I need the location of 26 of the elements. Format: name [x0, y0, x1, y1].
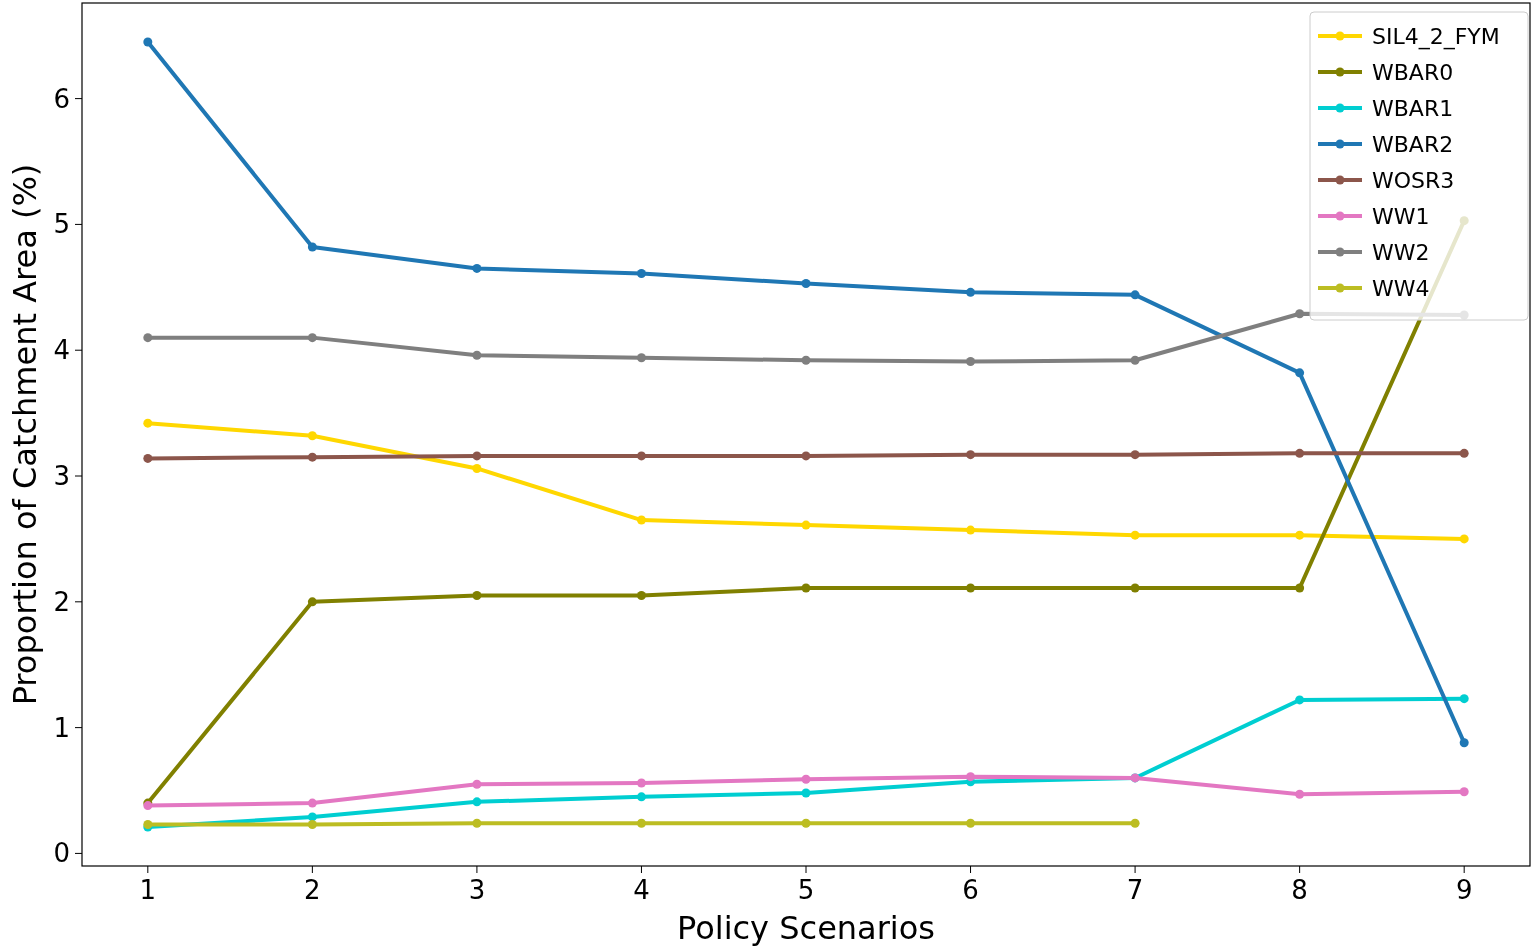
y-tick-label: 0 [53, 838, 70, 869]
x-tick-label: 8 [1291, 875, 1308, 905]
legend-label: WW2 [1372, 240, 1430, 265]
x-tick-label: 5 [797, 875, 815, 905]
x-tick-label: 1 [139, 875, 157, 905]
y-tick-label: 3 [53, 461, 70, 492]
legend-label: WOSR3 [1372, 168, 1455, 193]
x-tick-label: 7 [1126, 875, 1144, 905]
x-tick-label: 2 [304, 875, 321, 905]
legend-label: SIL4_2_FYM [1372, 24, 1500, 50]
legend-label: WBAR2 [1372, 132, 1454, 157]
x-tick-label: 3 [468, 875, 486, 905]
y-tick-label: 6 [53, 83, 70, 114]
legend-label: WBAR0 [1372, 60, 1454, 85]
y-tick-label: 2 [53, 586, 70, 617]
x-tick-label: 9 [1455, 875, 1473, 905]
legend-label: WBAR1 [1372, 96, 1454, 121]
y-tick-label: 5 [53, 209, 70, 240]
legend-label: WW1 [1372, 204, 1430, 229]
y-tick-label: 4 [53, 335, 70, 366]
x-tick-label: 6 [962, 875, 979, 905]
x-axis-title: Policy Scenarios [677, 909, 935, 947]
y-axis-title: Proportion of Catchment Area (%) [6, 163, 44, 706]
x-tick-label: 4 [633, 875, 650, 905]
y-tick-label: 1 [53, 712, 70, 743]
legend-label: WW4 [1372, 276, 1430, 301]
